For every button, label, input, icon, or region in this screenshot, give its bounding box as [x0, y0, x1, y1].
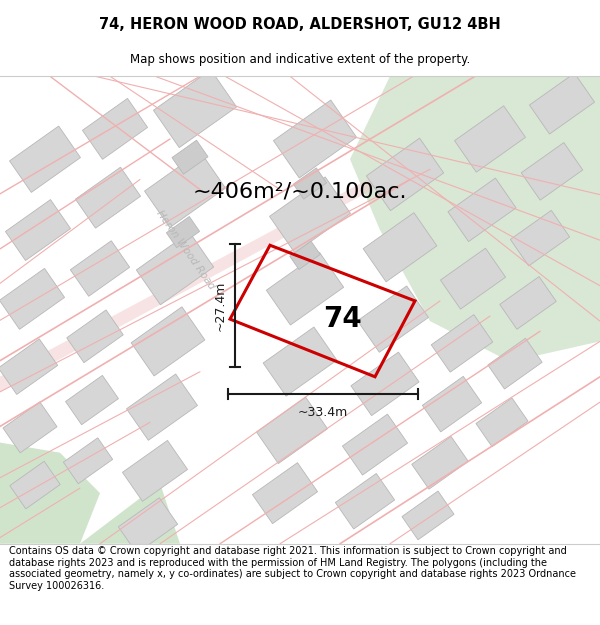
Polygon shape [350, 76, 600, 362]
Polygon shape [431, 314, 493, 372]
Polygon shape [511, 211, 569, 266]
Text: 74, HERON WOOD ROAD, ALDERSHOT, GU12 4BH: 74, HERON WOOD ROAD, ALDERSHOT, GU12 4BH [99, 17, 501, 32]
Polygon shape [122, 441, 188, 501]
Polygon shape [455, 106, 526, 172]
Polygon shape [402, 491, 454, 540]
Polygon shape [3, 402, 57, 453]
Text: Heron Wood Road: Heron Wood Road [154, 209, 216, 292]
Polygon shape [65, 376, 118, 425]
Polygon shape [367, 138, 443, 211]
Polygon shape [363, 213, 437, 282]
Polygon shape [263, 327, 337, 396]
Polygon shape [343, 414, 407, 475]
Polygon shape [269, 177, 350, 253]
Polygon shape [10, 126, 80, 192]
Polygon shape [70, 241, 130, 296]
Polygon shape [274, 100, 356, 178]
Polygon shape [136, 232, 214, 305]
Polygon shape [0, 483, 180, 544]
Polygon shape [10, 461, 60, 509]
Polygon shape [448, 178, 516, 242]
Polygon shape [293, 168, 326, 199]
Polygon shape [358, 286, 428, 352]
Polygon shape [127, 374, 197, 440]
Polygon shape [500, 276, 556, 329]
Text: Map shows position and indicative extent of the property.: Map shows position and indicative extent… [130, 53, 470, 66]
Polygon shape [131, 307, 205, 376]
Polygon shape [266, 253, 344, 325]
Text: ~27.4m: ~27.4m [214, 280, 227, 331]
Polygon shape [172, 140, 208, 174]
Polygon shape [476, 398, 528, 447]
Polygon shape [154, 69, 236, 148]
Polygon shape [529, 73, 595, 134]
Polygon shape [422, 376, 482, 432]
Polygon shape [335, 474, 395, 529]
Polygon shape [67, 310, 123, 362]
Polygon shape [0, 442, 100, 544]
Text: Contains OS data © Crown copyright and database right 2021. This information is : Contains OS data © Crown copyright and d… [9, 546, 576, 591]
Polygon shape [257, 398, 328, 464]
Polygon shape [521, 142, 583, 200]
Polygon shape [0, 154, 415, 397]
Text: ~406m²/~0.100ac.: ~406m²/~0.100ac. [193, 182, 407, 202]
Polygon shape [64, 438, 113, 484]
Polygon shape [118, 498, 178, 553]
Text: ~33.4m: ~33.4m [298, 406, 348, 419]
Polygon shape [5, 199, 71, 261]
Polygon shape [82, 98, 148, 159]
Polygon shape [351, 352, 419, 416]
Polygon shape [488, 338, 542, 389]
Polygon shape [412, 436, 468, 489]
Polygon shape [0, 268, 65, 329]
Polygon shape [440, 248, 506, 309]
Text: 74: 74 [323, 304, 362, 332]
Polygon shape [76, 168, 140, 228]
Polygon shape [166, 216, 200, 248]
Polygon shape [0, 339, 58, 394]
Polygon shape [145, 152, 226, 228]
Polygon shape [290, 241, 320, 269]
Polygon shape [253, 462, 317, 524]
